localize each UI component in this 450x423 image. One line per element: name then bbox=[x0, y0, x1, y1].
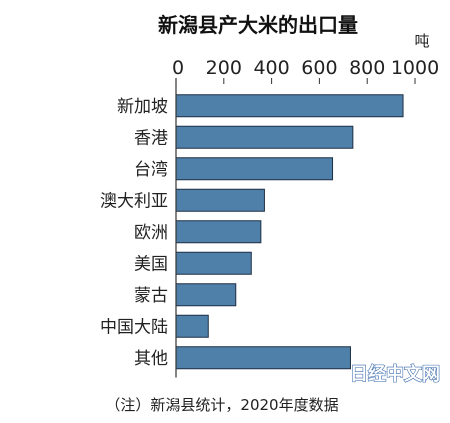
x-tick-label: 1000 bbox=[391, 57, 439, 79]
bar bbox=[175, 188, 265, 212]
bar bbox=[175, 220, 262, 244]
x-tick-label: 400 bbox=[253, 57, 289, 79]
x-tick-label: 200 bbox=[206, 57, 242, 79]
category-label: 美国 bbox=[134, 254, 168, 274]
bars bbox=[175, 94, 404, 370]
watermark: 日经中文网 bbox=[350, 363, 440, 385]
category-label: 其他 bbox=[134, 349, 168, 369]
bar bbox=[175, 94, 404, 118]
bar bbox=[175, 125, 354, 149]
chart-title: 新潟县产大米的出口量 bbox=[158, 13, 358, 37]
category-label: 蒙古 bbox=[134, 286, 168, 306]
category-label: 台湾 bbox=[134, 160, 168, 180]
unit-label: 吨 bbox=[414, 32, 429, 50]
category-label: 新加坡 bbox=[117, 97, 168, 117]
category-label: 香港 bbox=[134, 128, 168, 148]
bar bbox=[175, 283, 237, 307]
x-tick-label: 800 bbox=[349, 57, 385, 79]
x-axis-ticks: 0 200 400 600 800 1000 bbox=[172, 57, 439, 84]
x-tick-label: 0 bbox=[172, 57, 184, 79]
bar bbox=[175, 314, 209, 338]
bar bbox=[175, 346, 351, 370]
bar bbox=[175, 251, 252, 275]
x-tick-label: 600 bbox=[301, 57, 337, 79]
source-note: （注）新潟县统计，2020年度数据 bbox=[105, 396, 338, 414]
category-label: 中国大陆 bbox=[100, 317, 168, 337]
bar bbox=[175, 157, 334, 181]
category-label: 欧洲 bbox=[134, 223, 168, 243]
category-label: 澳大利亚 bbox=[100, 191, 168, 211]
